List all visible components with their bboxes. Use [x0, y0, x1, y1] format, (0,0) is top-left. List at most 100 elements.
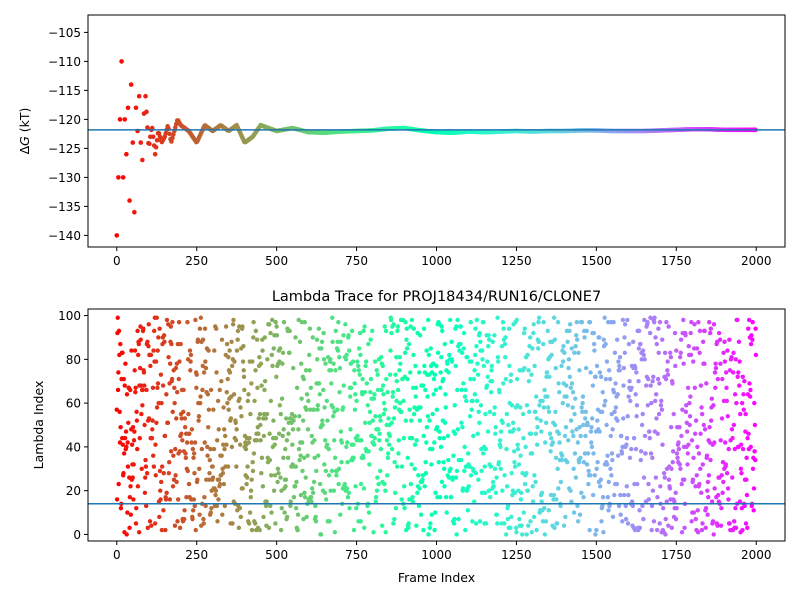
lambda-point [331, 361, 336, 366]
lambda-point [123, 429, 129, 434]
lambda-point [622, 350, 628, 355]
lambda-point [388, 317, 394, 323]
free-energy-y-ticks: −105−110−115−120−125−130−135−140 [48, 26, 88, 243]
lambda-point [452, 403, 457, 408]
lambda-point [228, 416, 234, 421]
lambda-point [431, 361, 436, 366]
lambda-point [554, 521, 560, 526]
lambda-point [647, 429, 652, 434]
lambda-point [314, 337, 320, 342]
lambda-point [563, 424, 569, 430]
lambda-point [362, 525, 367, 531]
lambda-point [514, 317, 519, 323]
lambda-point [234, 427, 239, 432]
lambda-point [549, 435, 554, 441]
lambda-point [509, 470, 514, 476]
free-energy-panel: 0 250 500 750 1000 1250 1500 1750 2000 −105−110−… [17, 14, 786, 268]
lambda-point [542, 387, 547, 393]
lambda-point [200, 387, 205, 393]
lambda-point [367, 409, 373, 415]
lambda-point [249, 477, 254, 482]
lambda-point [363, 420, 368, 426]
lambda-point [164, 392, 169, 397]
lambda-point [670, 449, 676, 454]
lambda-point [380, 363, 385, 369]
lambda-trace-y-tick-label: 100 [58, 309, 81, 323]
lambda-point [216, 477, 222, 482]
lambda-point [268, 503, 273, 509]
lambda-point [357, 372, 362, 377]
lambda-point [142, 422, 147, 428]
lambda-point [642, 317, 647, 323]
lambda-point [663, 376, 669, 382]
lambda-point [578, 455, 583, 461]
lambda-point [737, 499, 743, 504]
lambda-point [167, 497, 173, 502]
lambda-point [486, 333, 491, 338]
lambda-point [734, 400, 739, 406]
lambda-point [575, 440, 581, 445]
lambda-point [750, 466, 756, 471]
lambda-point [236, 525, 242, 531]
lambda-point [116, 481, 121, 487]
lambda-point [694, 346, 700, 351]
lambda-point [512, 464, 518, 469]
lambda-point [593, 532, 598, 537]
lambda-point [338, 339, 343, 345]
lambda-point [574, 319, 580, 325]
lambda-point [220, 512, 225, 517]
lambda-point [350, 359, 356, 364]
lambda-point [273, 435, 279, 441]
lambda-point [214, 370, 219, 375]
lambda-point [375, 372, 380, 377]
lambda-point [210, 475, 216, 480]
lambda-point [205, 444, 210, 450]
free-energy-point [152, 151, 158, 157]
lambda-point [456, 516, 461, 522]
lambda-point [524, 403, 530, 408]
free-energy-y-tick-label: −110 [48, 55, 81, 69]
lambda-point [403, 418, 409, 423]
lambda-point [553, 455, 559, 461]
lambda-point [296, 427, 301, 432]
lambda-point [396, 451, 401, 456]
lambda-point [554, 497, 559, 502]
lambda-point [191, 451, 197, 456]
lambda-point [478, 403, 484, 408]
lambda-point [352, 407, 358, 412]
lambda-point [726, 446, 731, 452]
lambda-point [744, 477, 749, 482]
lambda-point [235, 337, 240, 342]
lambda-point [238, 405, 243, 410]
lambda-point [655, 431, 660, 436]
lambda-point [142, 490, 148, 496]
lambda-point [520, 411, 526, 417]
lambda-point [745, 435, 750, 441]
lambda-point [527, 335, 533, 340]
free-energy-x-tick-label: 500 [265, 254, 288, 268]
lambda-point [556, 486, 561, 491]
lambda-point [563, 514, 568, 520]
lambda-point [585, 422, 590, 428]
lambda-point [529, 372, 534, 377]
lambda-point [627, 379, 632, 384]
lambda-point [366, 510, 372, 515]
lambda-point [739, 400, 745, 406]
lambda-point [268, 330, 273, 336]
lambda-point [620, 519, 625, 524]
lambda-point [629, 499, 635, 504]
lambda-point [559, 363, 564, 369]
free-energy-point [162, 134, 168, 140]
lambda-point [431, 392, 436, 397]
lambda-point [214, 438, 220, 443]
lambda-point [533, 409, 538, 415]
lambda-point [249, 381, 254, 386]
lambda-point [144, 387, 149, 393]
lambda-point [161, 470, 166, 476]
lambda-point [423, 470, 429, 476]
lambda-point [147, 519, 153, 524]
lambda-point [322, 462, 327, 467]
lambda-point [191, 455, 196, 461]
lambda-point [276, 431, 282, 436]
lambda-point [616, 359, 621, 364]
